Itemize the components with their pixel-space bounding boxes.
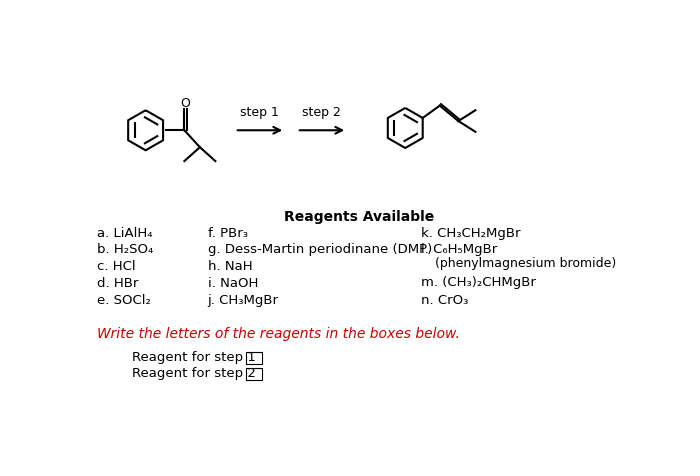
- Text: b. H₂SO₄: b. H₂SO₄: [97, 243, 153, 257]
- Bar: [246, 352, 262, 364]
- Text: g. Dess-Martin periodinane (DMP): g. Dess-Martin periodinane (DMP): [208, 243, 432, 257]
- Text: k. CH₃CH₂MgBr: k. CH₃CH₂MgBr: [421, 227, 520, 239]
- Text: h. NaH: h. NaH: [208, 260, 252, 273]
- Text: f. PBr₃: f. PBr₃: [208, 227, 248, 239]
- Text: step 2: step 2: [302, 107, 342, 119]
- Text: j. CH₃MgBr: j. CH₃MgBr: [208, 294, 279, 307]
- Text: c. HCl: c. HCl: [97, 260, 135, 273]
- Text: l. C₆H₅MgBr: l. C₆H₅MgBr: [421, 243, 497, 257]
- Text: Write the letters of the reagents in the boxes below.: Write the letters of the reagents in the…: [97, 327, 460, 341]
- Text: m. (CH₃)₂CHMgBr: m. (CH₃)₂CHMgBr: [421, 276, 536, 288]
- Text: a. LiAlH₄: a. LiAlH₄: [97, 227, 153, 239]
- Text: n. CrO₃: n. CrO₃: [421, 294, 468, 307]
- Text: Reagent for step 1: Reagent for step 1: [132, 351, 256, 364]
- Text: i. NaOH: i. NaOH: [208, 278, 258, 290]
- Text: (phenylmagnesium bromide): (phenylmagnesium bromide): [435, 258, 616, 270]
- Text: d. HBr: d. HBr: [97, 278, 138, 290]
- Text: O: O: [180, 97, 190, 110]
- Bar: [246, 368, 262, 380]
- Text: Reagent for step 2: Reagent for step 2: [132, 367, 256, 380]
- Text: step 1: step 1: [241, 107, 279, 119]
- Text: Reagents Available: Reagents Available: [284, 209, 434, 224]
- Text: e. SOCl₂: e. SOCl₂: [97, 294, 150, 307]
